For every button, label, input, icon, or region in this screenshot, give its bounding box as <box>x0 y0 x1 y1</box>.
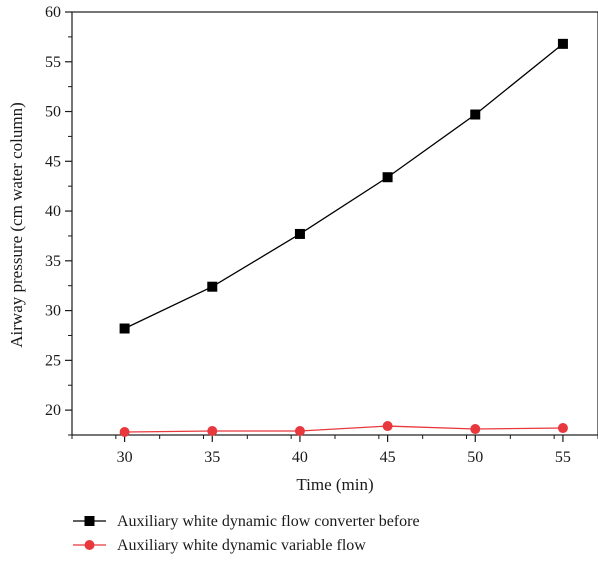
y-tick-label: 55 <box>45 54 61 71</box>
legend: Auxiliary white dynamic flow converter b… <box>73 513 420 554</box>
ticks: 20 25 30 35 40 45 50 55 60 30 35 40 45 50 55 <box>45 4 598 466</box>
x-tick-label: 40 <box>292 449 308 466</box>
x-axis-title: Time (min) <box>296 475 373 494</box>
y-axis-title: Airway pressure (cm water column) <box>7 102 26 347</box>
data-point <box>294 426 305 437</box>
axes <box>71 11 598 436</box>
y-tick-label: 20 <box>45 402 61 419</box>
series-1 <box>119 38 568 334</box>
y-tick-label: 60 <box>45 4 61 21</box>
data-point <box>119 323 130 334</box>
data-point <box>557 38 568 49</box>
data-point <box>470 109 481 120</box>
series-line <box>124 425 563 433</box>
x-tick-label: 45 <box>380 449 396 466</box>
x-tick-label: 55 <box>555 449 571 466</box>
data-point <box>207 426 218 437</box>
y-tick-label: 45 <box>45 153 61 170</box>
data-point <box>294 228 305 239</box>
data-point <box>382 172 393 183</box>
data-point <box>382 421 393 432</box>
y-tick-label: 30 <box>45 303 61 320</box>
y-tick-label: 25 <box>45 352 61 369</box>
y-tick-label: 40 <box>45 203 61 220</box>
x-tick-label: 30 <box>117 449 133 466</box>
plot-frame <box>71 11 598 436</box>
y-tick-label: 50 <box>45 104 61 121</box>
data-point <box>557 423 568 434</box>
legend-label: Auxiliary white dynamic variable flow <box>117 537 366 554</box>
legend-label: Auxiliary white dynamic flow converter b… <box>117 513 420 530</box>
x-tick-label: 35 <box>204 449 220 466</box>
series-line <box>124 43 564 330</box>
data-point <box>207 281 218 292</box>
legend-item: Auxiliary white dynamic variable flow <box>73 537 366 554</box>
series-layer <box>119 38 568 438</box>
data-point <box>470 424 481 435</box>
x-tick-label: 50 <box>467 449 483 466</box>
series-2 <box>119 421 568 438</box>
legend-item: Auxiliary white dynamic flow converter b… <box>73 513 420 530</box>
legend-marker <box>84 540 95 550</box>
legend-marker <box>84 516 95 526</box>
data-point <box>119 427 130 438</box>
y-tick-label: 35 <box>45 253 61 270</box>
